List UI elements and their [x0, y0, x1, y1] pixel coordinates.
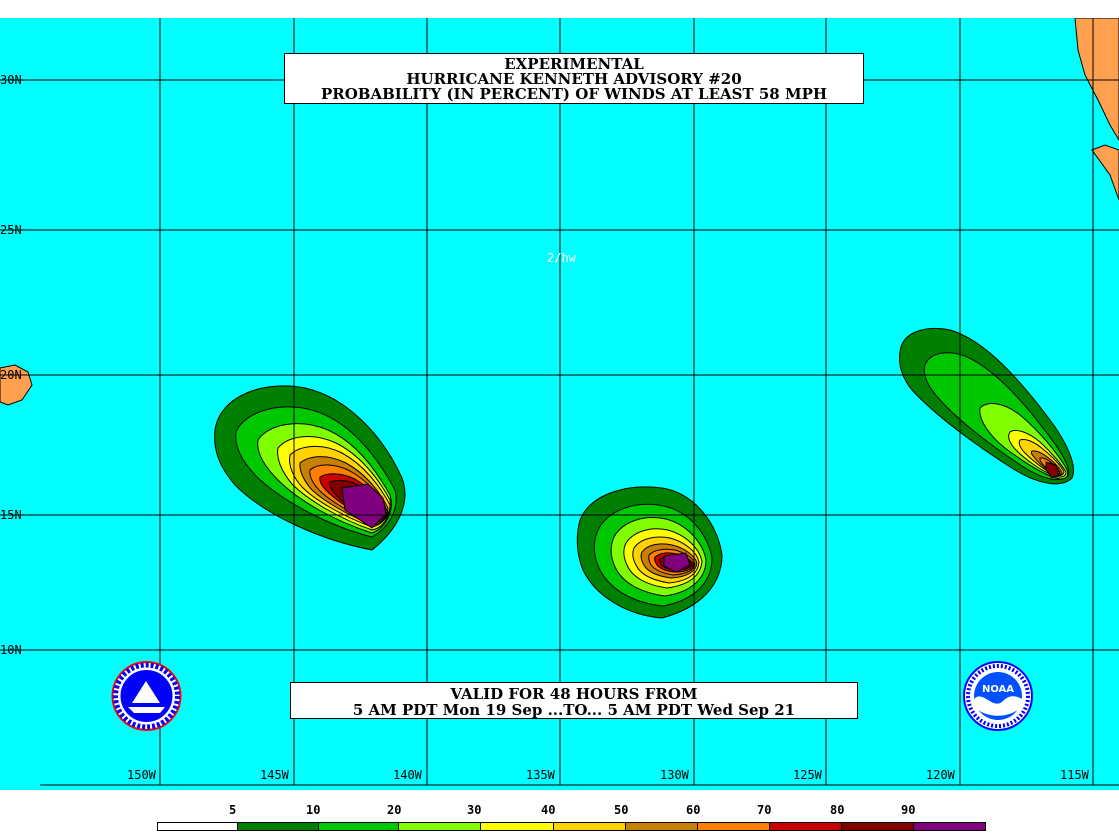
legend-label: 50 — [614, 803, 629, 817]
lon-label: 130W — [660, 768, 689, 782]
land-mexico-coast — [1091, 144, 1119, 201]
probability-area-east — [899, 327, 1074, 485]
legend-label: 80 — [830, 803, 845, 817]
legend-swatch — [769, 822, 842, 831]
lon-label: 120W — [926, 768, 955, 782]
legend-label: 60 — [686, 803, 701, 817]
legend-label: 30 — [467, 803, 482, 817]
noaa-logo-text: NOAA — [982, 684, 1014, 695]
lat-label: 25N — [0, 223, 22, 237]
legend-swatch — [157, 822, 238, 831]
top-margin — [0, 0, 1119, 18]
map-canvas — [0, 0, 1119, 786]
legend-label: 20 — [387, 803, 402, 817]
legend-swatch — [553, 822, 626, 831]
probability-legend — [0, 790, 1119, 839]
land-baja-mexico — [1074, 17, 1119, 141]
valid-line-1: VALID FOR 48 HOURS FROM — [450, 685, 698, 703]
legend-swatch — [913, 822, 986, 831]
legend-label: 90 — [901, 803, 916, 817]
title-line-3: PROBABILITY (IN PERCENT) OF WINDS AT LEA… — [320, 85, 828, 103]
legend-swatch — [841, 822, 914, 831]
lon-label: 150W — [127, 768, 156, 782]
lat-lon-grid — [0, 18, 1119, 786]
probability-map — [0, 0, 1119, 790]
title-box: EXPERIMENTAL HURRICANE KENNETH ADVISORY … — [284, 53, 864, 104]
title-line-1: EXPERIMENTAL — [504, 55, 644, 73]
legend-swatch — [625, 822, 698, 831]
title-line-2: HURRICANE KENNETH ADVISORY #20 — [406, 70, 742, 88]
legend-label: 5 — [229, 803, 237, 817]
lat-label: 10N — [0, 643, 22, 657]
legend-swatch — [237, 822, 319, 831]
legend-swatch — [398, 822, 481, 831]
lat-label: 15N — [0, 508, 22, 522]
lat-label: 30N — [0, 73, 22, 87]
legend-label: 40 — [541, 803, 556, 817]
noaa-logo: NOAA — [963, 661, 1033, 731]
lat-label: 20N — [0, 368, 22, 382]
legend-swatch — [318, 822, 399, 831]
nws-logo-icon — [111, 661, 182, 731]
legend-label: 10 — [306, 803, 321, 817]
lon-label: 125W — [793, 768, 822, 782]
valid-line-2: 5 AM PDT Mon 19 Sep ...TO... 5 AM PDT We… — [352, 701, 796, 719]
probability-area-center — [576, 486, 723, 619]
valid-period-box: VALID FOR 48 HOURS FROM 5 AM PDT Mon 19 … — [290, 682, 858, 719]
lon-label: 145W — [260, 768, 289, 782]
legend-swatch — [480, 822, 554, 831]
nws-logo — [110, 661, 183, 731]
lon-label: 135W — [526, 768, 555, 782]
legend-swatch — [697, 822, 770, 831]
lon-label: 115W — [1060, 768, 1089, 782]
lon-label: 140W — [393, 768, 422, 782]
analyst-tag: 2/hw — [547, 251, 576, 265]
legend-label: 70 — [757, 803, 772, 817]
probability-area-west — [214, 385, 406, 551]
noaa-logo-icon: NOAA — [963, 661, 1033, 731]
